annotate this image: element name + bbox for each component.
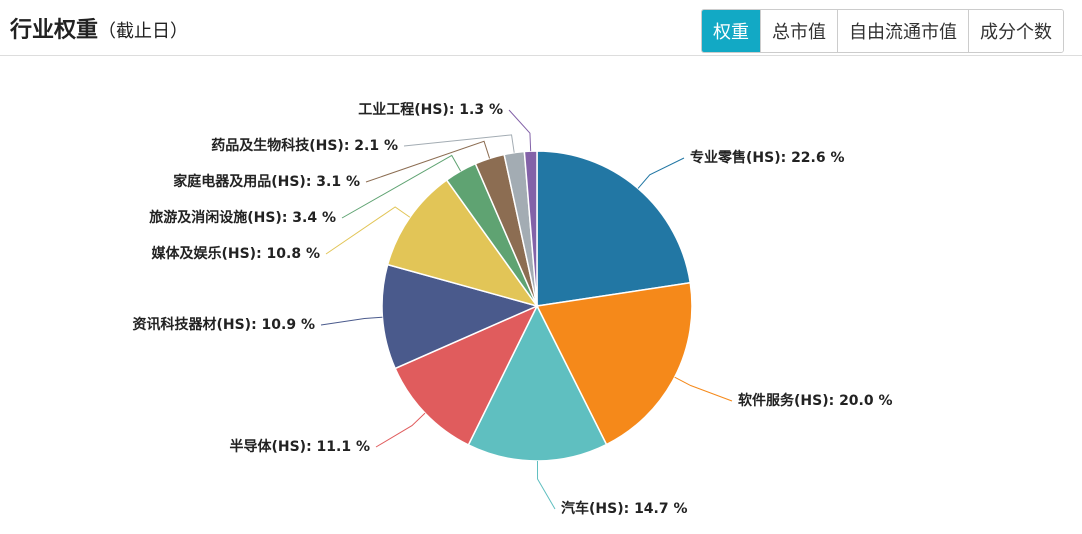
leader-line [365,140,491,183]
data-label: 半导体(HS): 11.1 % [229,438,370,455]
leader-line [508,109,532,152]
title-block: 行业权重（截止日） [10,12,188,44]
data-label: 旅游及消闲设施(HS): 3.4 % [149,209,336,226]
data-label: 媒体及娱乐(HS): 10.8 % [150,245,320,262]
tab[interactable]: 自由流通市值 [837,10,968,52]
data-label: 家庭电器及用品(HS): 3.1 % [173,173,360,190]
leader-line [674,376,733,402]
pie-slice [381,263,540,370]
tab[interactable]: 权重 [702,10,760,52]
leader-line [341,154,462,219]
data-label: 专业零售(HS): 22.6 % [690,149,845,166]
subtitle: （截止日） [98,21,189,42]
pie-slice [536,150,692,307]
leader-line [375,412,426,448]
leader-line [320,316,383,326]
data-label: 资讯科技器材(HS): 10.9 % [132,316,315,333]
pie-slice [467,304,608,462]
data-label: 药品及生物科技(HS): 2.1 % [211,137,398,154]
pie-slice [535,281,693,446]
pie-slice [386,178,539,308]
pie-slice [394,304,539,446]
data-label: 汽车(HS): 14.7 % [561,500,688,517]
title: 行业权重 [10,18,99,43]
leader-line [637,157,685,189]
leader-line [536,460,556,510]
tab-group: 权重 总市值 自由流通市值 成分个数 [701,9,1064,53]
leader-line [403,134,515,153]
leader-line [325,206,411,255]
header: 行业权重（截止日） 权重 总市值 自由流通市值 成分个数 [0,0,1082,56]
data-label: 软件服务(HS): 20.0 % [738,392,893,409]
chart: 专业零售(HS): 22.6 % 软件服务(HS): 20.0 % 汽车(HS): … [132,102,893,517]
tab[interactable]: 总市值 [760,10,837,52]
tab[interactable]: 成分个数 [968,10,1063,52]
data-label: 工业工程(HS): 1.3 % [358,102,503,118]
